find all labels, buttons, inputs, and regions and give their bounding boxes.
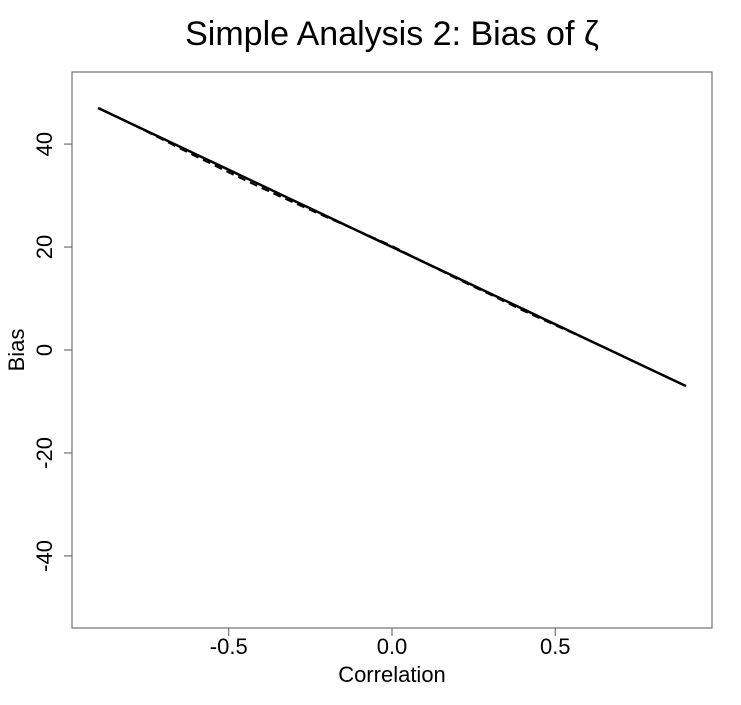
y-tick-label: -20 — [32, 437, 57, 469]
y-tick-label: 20 — [32, 235, 57, 259]
y-axis-label: Bias — [4, 329, 29, 372]
plot-frame — [71, 71, 713, 629]
chart-title: Simple Analysis 2: Bias of ζ — [185, 15, 599, 53]
y-tick-label: 0 — [32, 344, 57, 356]
x-tick-label: 0.5 — [540, 634, 571, 659]
x-axis-label: Correlation — [338, 662, 446, 687]
x-tick-label: 0.0 — [377, 634, 408, 659]
y-tick-label: 40 — [32, 132, 57, 156]
series-line — [97, 107, 687, 387]
x-tick-label: -0.5 — [210, 634, 248, 659]
y-tick-label: -40 — [32, 540, 57, 572]
